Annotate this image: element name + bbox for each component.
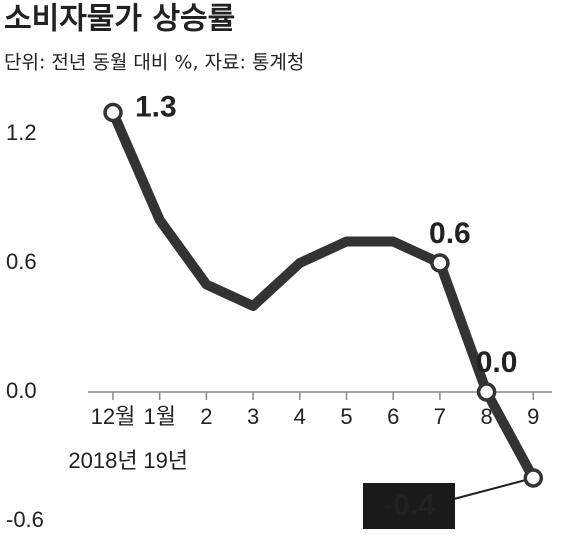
x-tick-label: 6: [387, 404, 399, 429]
label-box: [363, 483, 455, 529]
x-tick-label: 2: [200, 404, 212, 429]
value-label: -0.4: [383, 489, 435, 522]
x-tick-label: 4: [294, 404, 306, 429]
value-label: 0.0: [476, 346, 518, 379]
point-marker: [103, 102, 123, 123]
point-marker: [430, 253, 450, 273]
x-tick-label: 9: [527, 404, 539, 429]
label-connector: [449, 477, 534, 501]
x-tick-label: 7: [434, 404, 446, 429]
chart-title: 소비자물가 상승률: [4, 2, 235, 37]
data-line: [108, 110, 538, 481]
x-tick-label: 12월: [91, 404, 136, 429]
x-year-label: 19년: [143, 448, 188, 473]
value-label: 1.3: [135, 90, 177, 123]
y-tick-label: 0.0: [6, 378, 37, 403]
x-tick-label: 3: [247, 404, 259, 429]
value-label: 0.6: [429, 217, 471, 250]
point-marker: [523, 468, 544, 488]
x-year-label: 2018년: [68, 448, 137, 473]
y-tick-label: 0.6: [6, 249, 37, 274]
x-tick-label: 8: [480, 404, 492, 429]
chart-subtitle: 단위: 전년 동월 대비 %, 자료: 통계청: [4, 52, 304, 74]
point-marker: [476, 382, 497, 402]
x-tick-label: 5: [340, 404, 352, 429]
y-tick-label: 1.2: [6, 120, 37, 145]
x-tick-label: 1월: [143, 404, 175, 429]
y-tick-label: -0.6: [6, 507, 44, 532]
